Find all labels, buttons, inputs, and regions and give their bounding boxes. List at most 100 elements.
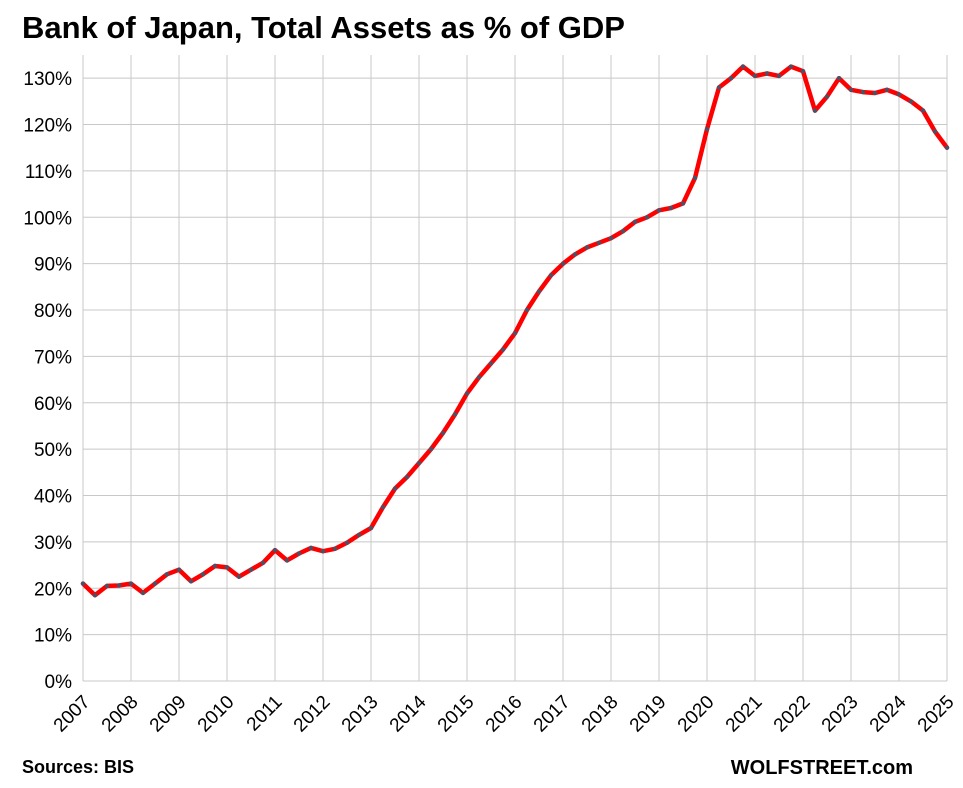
y-tick-label: 100% [23, 208, 72, 229]
y-tick-label: 80% [34, 301, 72, 322]
data-point [296, 551, 302, 556]
data-point [944, 145, 950, 150]
data-point [752, 73, 758, 79]
data-point [680, 201, 686, 206]
data-point [740, 64, 746, 69]
data-point [224, 565, 230, 570]
y-tick-label: 50% [34, 440, 72, 461]
chart-title: Bank of Japan, Total Assets as % of GDP [22, 10, 625, 45]
gridlines [82, 55, 948, 682]
y-tick-label: 20% [34, 579, 72, 600]
x-tick-label: 2015 [434, 692, 479, 737]
data-point [596, 240, 602, 245]
x-tick-label: 2021 [722, 692, 767, 737]
data-point [848, 87, 854, 93]
data-point [512, 331, 518, 336]
data-point [320, 549, 326, 554]
source-note: Sources: BIS [22, 757, 135, 777]
x-tick-label: 2018 [578, 692, 623, 737]
data-point [560, 261, 566, 266]
data-point [620, 229, 626, 234]
data-point [692, 175, 698, 181]
data-point [836, 76, 842, 81]
data-point [896, 92, 902, 97]
data-point [176, 567, 182, 572]
data-point [464, 391, 470, 396]
data-point [260, 560, 266, 565]
y-tick-label: 130% [23, 69, 72, 90]
data-point [704, 127, 710, 132]
data-point [452, 412, 458, 417]
x-tick-label: 2013 [338, 692, 383, 737]
x-tick-label: 2012 [290, 692, 335, 737]
data-point [572, 252, 578, 257]
x-tick-label: 2019 [626, 692, 671, 737]
data-point [368, 525, 374, 531]
data-point [188, 579, 194, 584]
series-layer [80, 64, 950, 598]
data-point [788, 64, 794, 69]
y-tick-label: 120% [23, 116, 72, 137]
x-tick-label: 2008 [98, 692, 143, 737]
x-axis-ticks: 2007 2008 2009 2010 2011 2012 2013 2014 2015 2016… [50, 691, 959, 736]
data-point [932, 129, 938, 134]
data-point [80, 581, 86, 586]
data-point [440, 430, 446, 436]
x-tick-label: 2024 [866, 691, 911, 736]
data-point [416, 460, 422, 466]
data-point [908, 99, 914, 104]
x-tick-label: 2016 [482, 692, 527, 737]
data-point [608, 236, 614, 241]
data-point [860, 89, 866, 95]
x-tick-label: 2014 [386, 691, 431, 736]
data-point [428, 446, 434, 452]
data-point [356, 532, 362, 538]
y-tick-label: 90% [34, 255, 72, 276]
data-point [824, 94, 830, 99]
data-point [800, 69, 806, 74]
x-tick-label: 2007 [50, 692, 95, 737]
data-point [308, 545, 314, 551]
y-tick-label: 30% [34, 533, 72, 554]
data-point [872, 90, 878, 96]
data-point [236, 574, 242, 579]
data-point [116, 583, 122, 588]
data-point [272, 548, 278, 553]
data-point [92, 593, 98, 598]
x-tick-label: 2025 [914, 692, 959, 737]
y-tick-label: 0% [45, 672, 73, 693]
data-point [644, 215, 650, 220]
data-point [104, 583, 110, 589]
x-tick-label: 2010 [194, 692, 239, 737]
brand-label: WOLFSTREET.com [730, 757, 913, 779]
data-point [884, 87, 890, 93]
data-point [632, 219, 638, 225]
y-tick-label: 70% [34, 347, 72, 368]
data-point [140, 590, 146, 596]
data-point [392, 486, 398, 491]
data-point [404, 474, 410, 480]
data-point [764, 71, 770, 76]
y-tick-label: 10% [34, 626, 72, 647]
data-point [128, 581, 134, 586]
data-point [728, 76, 734, 81]
x-tick-label: 2023 [818, 692, 863, 737]
data-point [380, 504, 386, 510]
data-point [536, 289, 542, 294]
data-point [152, 581, 158, 586]
x-tick-label: 2011 [243, 692, 287, 736]
y-tick-label: 110% [25, 162, 72, 183]
data-point [476, 375, 482, 380]
data-point [284, 558, 290, 563]
data-point [584, 245, 590, 250]
x-tick-label: 2009 [146, 692, 191, 737]
data-point [920, 108, 926, 113]
data-point [656, 208, 662, 213]
data-point [524, 307, 530, 313]
y-axis-ticks: 0% 10% 20% 30% 40% 50% 60% 70% 80% 90% 100% 110% 120… [23, 69, 72, 693]
data-point [344, 540, 350, 545]
data-point [212, 563, 218, 569]
x-tick-label: 2022 [770, 692, 815, 737]
y-tick-label: 40% [34, 487, 72, 508]
